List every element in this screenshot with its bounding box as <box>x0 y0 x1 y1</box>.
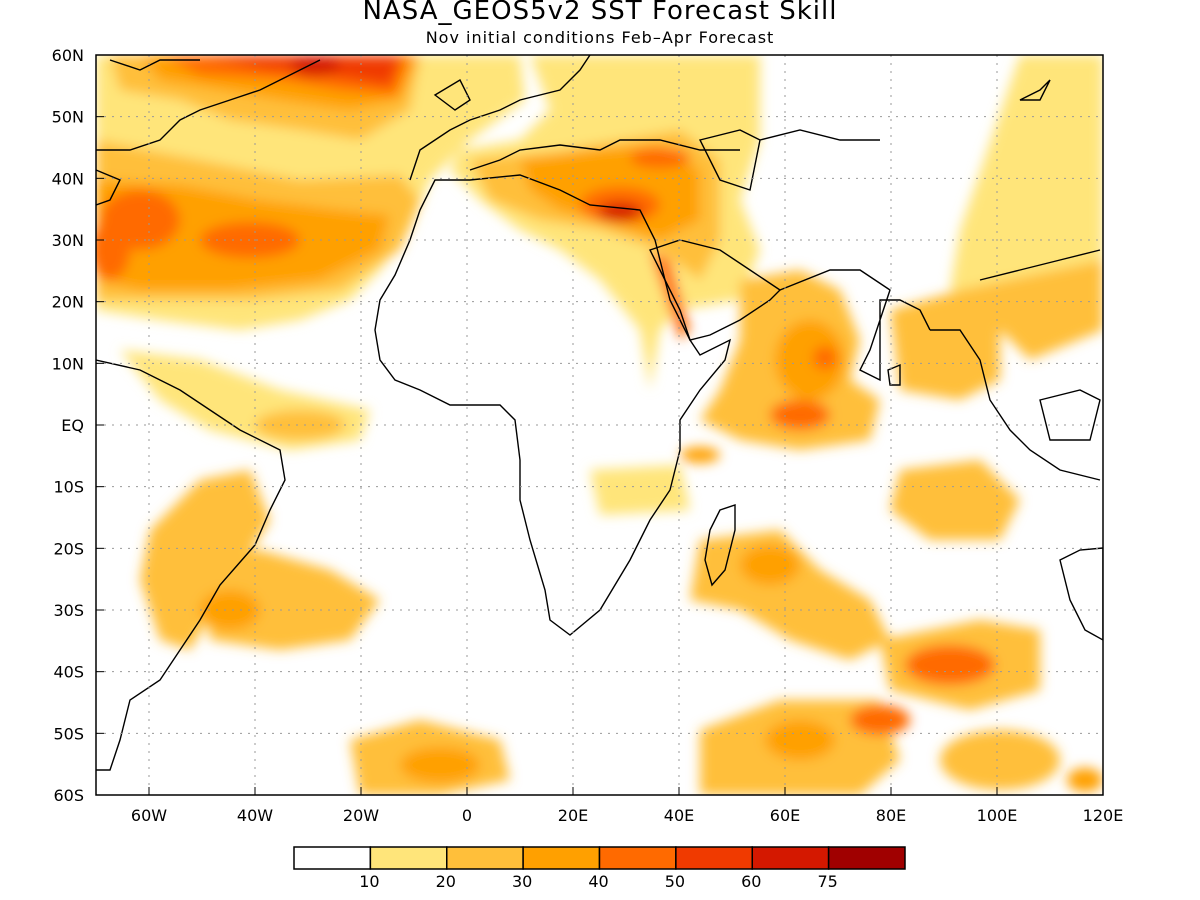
madagascar-coastline <box>704 504 736 587</box>
lon-tick-label: 60W <box>131 806 167 825</box>
lon-tick-label: 20W <box>343 806 379 825</box>
lat-tick-label: 40S <box>53 663 84 682</box>
colorbar-bin <box>293 846 372 870</box>
lat-tick-label: 20S <box>53 539 84 558</box>
lat-tick-label: 20N <box>52 293 84 312</box>
lon-tick-label: 80E <box>876 806 906 825</box>
lat-tick-label: EQ <box>61 416 84 435</box>
lat-tick-label: 50S <box>53 724 84 743</box>
colorbar-bin <box>446 846 524 870</box>
map-subtitle: Nov initial conditions Feb–Apr Forecast <box>425 28 775 47</box>
arabia-coastline <box>649 239 782 341</box>
colorbar-bin <box>827 846 906 870</box>
colorbar-bin <box>369 846 448 870</box>
colorbar-bin <box>522 846 601 870</box>
colorbar-label: 20 <box>436 872 456 891</box>
lon-tick-label: 0 <box>462 806 472 825</box>
colorbar-label: 40 <box>588 872 608 891</box>
colorbar-bin <box>598 846 677 870</box>
india-coastline <box>779 269 931 382</box>
australia-coastline <box>1059 547 1103 641</box>
colorbar-label: 30 <box>512 872 532 891</box>
colorbar: 10 20 30 40 50 60 75 <box>293 846 906 891</box>
gridlines <box>96 55 1103 795</box>
lat-tick-label: 10S <box>53 478 84 497</box>
colorbar-label: 60 <box>741 872 761 891</box>
lat-tick-label: 30S <box>53 601 84 620</box>
map-title: NASA_GEOS5v2 SST Forecast Skill <box>362 0 838 26</box>
lat-tick-label: 60S <box>53 786 84 805</box>
lon-tick-label: 60E <box>770 806 800 825</box>
colorbar-label: 50 <box>665 872 685 891</box>
europe-coastline <box>409 55 591 181</box>
colorbar-bin <box>751 846 830 870</box>
lon-tick-label: 100E <box>977 806 1018 825</box>
lat-tick-label: 50N <box>52 108 84 127</box>
lat-tick-label: 60N <box>52 46 84 65</box>
lon-tick-label: 40W <box>237 806 273 825</box>
axis-ticks: 60W 40W 20W 0 20E 40E 60E 80E 100E 120E 60N 50N 40N 3… <box>52 46 1124 825</box>
colorbar-bin <box>675 846 753 870</box>
north-america-coastline <box>96 59 321 151</box>
lat-tick-label: 10N <box>52 354 84 373</box>
lat-tick-label: 40N <box>52 169 84 188</box>
colorbar-label: 75 <box>817 872 837 891</box>
lat-tick-label: 30N <box>52 231 84 250</box>
lon-tick-label: 20E <box>558 806 588 825</box>
colorbar-label: 10 <box>359 872 379 891</box>
lon-tick-label: 120E <box>1083 806 1124 825</box>
lon-tick-label: 40E <box>664 806 694 825</box>
